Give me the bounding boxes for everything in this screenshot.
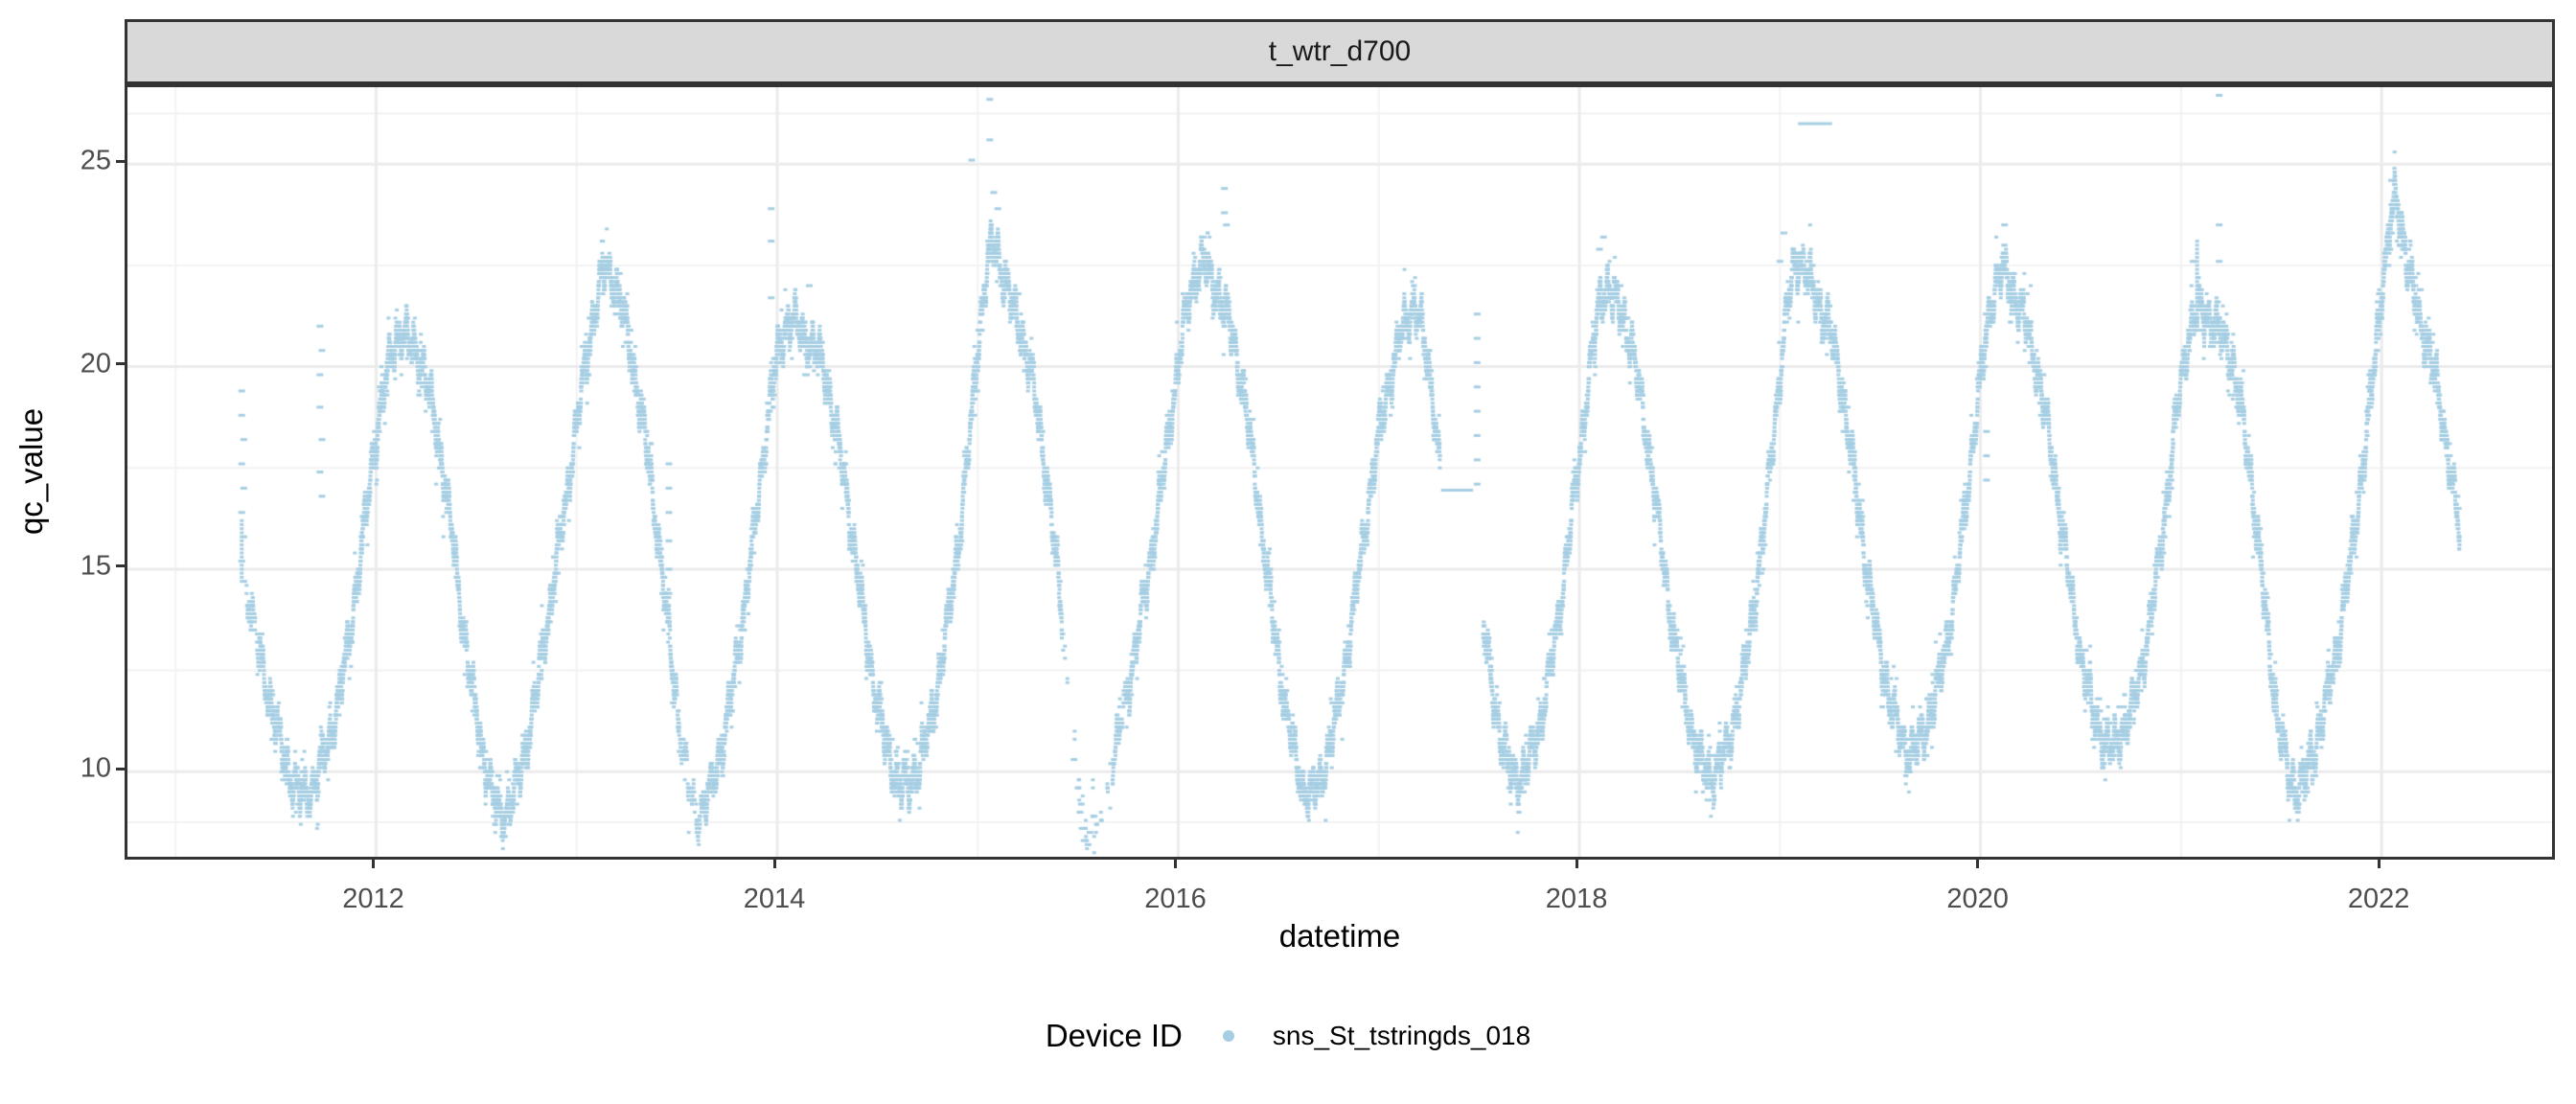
legend-point-icon	[1222, 1030, 1234, 1042]
x-tick-label: 2020	[1946, 884, 2009, 914]
y-tick-mark	[116, 564, 125, 568]
y-tick-label: 10	[80, 752, 111, 784]
x-tick-mark	[1174, 860, 1178, 868]
y-tick-mark	[116, 362, 125, 366]
x-tick-label: 2012	[342, 884, 404, 914]
x-tick-mark	[2377, 860, 2380, 868]
x-axis-title: datetime	[1278, 918, 1401, 954]
x-tick-mark	[1976, 860, 1980, 868]
y-tick-label: 25	[80, 145, 111, 176]
facet-strip-title: t_wtr_d700	[1268, 35, 1412, 67]
x-tick-label: 2018	[1545, 884, 1608, 914]
x-tick-label: 2022	[2347, 884, 2410, 914]
y-axis-title: qc_value	[13, 407, 49, 536]
y-tick-mark	[116, 767, 125, 770]
legend-item-label: sns_St_tstringds_018	[1272, 1021, 1531, 1050]
x-tick-label: 2014	[743, 884, 806, 914]
x-tick-mark	[772, 860, 776, 868]
legend-title: Device ID	[1045, 1018, 1183, 1053]
y-tick-label: 20	[80, 348, 111, 380]
facet-strip: t_wtr_d700	[125, 19, 2555, 84]
legend: Device ID sns_St_tstringds_018	[0, 1018, 2576, 1054]
x-tick-mark	[1575, 860, 1578, 868]
x-tick-label: 2016	[1144, 884, 1207, 914]
y-tick-label: 15	[80, 550, 111, 582]
scatter-canvas	[127, 87, 2552, 857]
plot-panel	[125, 84, 2555, 860]
x-tick-mark	[371, 860, 375, 868]
y-tick-mark	[116, 159, 125, 163]
